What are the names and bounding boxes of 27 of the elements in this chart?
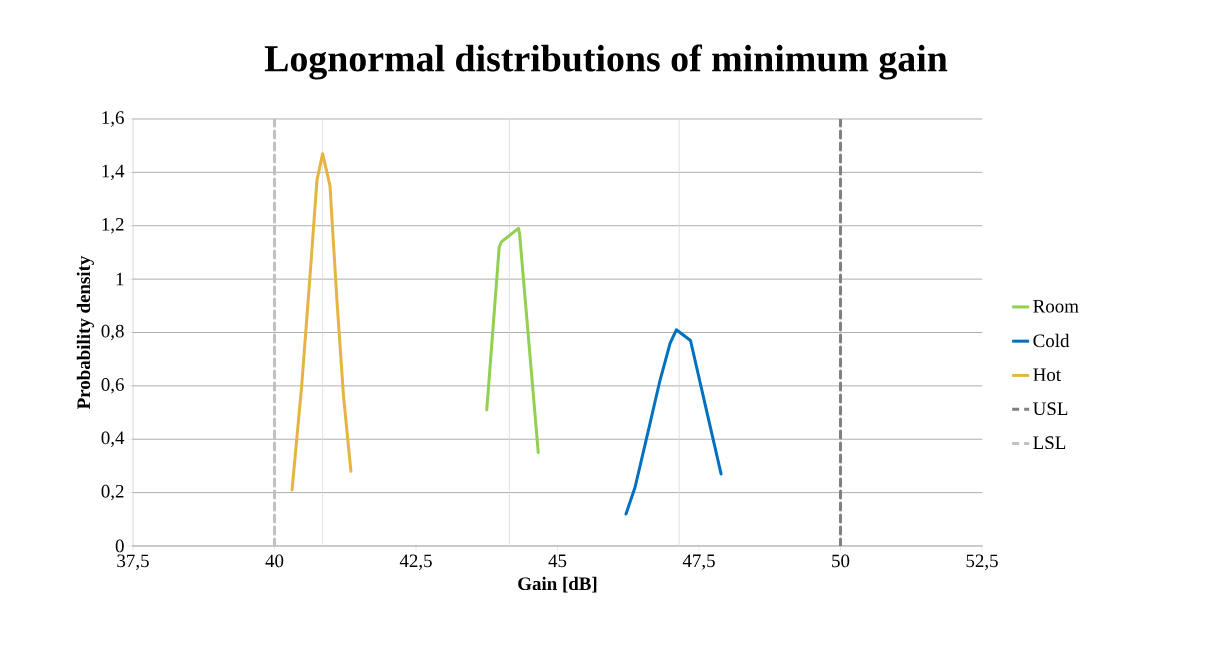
- legend-label: LSL: [1033, 436, 1066, 450]
- line-series: [485, 226, 540, 455]
- legend-label: Hot: [1033, 368, 1061, 382]
- x-tick-label: 52,5: [966, 554, 998, 570]
- x-axis-title: Gain [dB]: [518, 576, 597, 593]
- x-tick-label: 50: [832, 554, 850, 568]
- x-tick-label: 40: [265, 554, 284, 568]
- x-tick-label: 47,5: [682, 554, 715, 570]
- legend-label: Cold: [1033, 333, 1070, 348]
- line-series: [624, 328, 723, 516]
- line-series: [290, 152, 353, 492]
- y-tick-label: 0,2: [101, 484, 124, 501]
- x-tick-label: 42,5: [399, 554, 432, 570]
- chart-title: Lognormal distributions of minimum gain: [264, 44, 948, 80]
- y-tick-label: 0,4: [101, 431, 125, 447]
- y-tick-label: 1,2: [102, 218, 124, 234]
- y-tick-label: 1,4: [102, 164, 125, 181]
- legend-label: USL: [1033, 402, 1068, 416]
- x-tick-label: 45: [548, 554, 567, 568]
- y-tick-label: 0,6: [101, 378, 124, 394]
- y-tick-label: 1,6: [102, 111, 124, 127]
- x-tick-label: 37,5: [117, 554, 149, 570]
- y-axis-title: Probability density: [76, 255, 94, 410]
- legend-label: Room: [1033, 299, 1079, 313]
- y-tick-label: 0,8: [101, 324, 124, 341]
- y-tick-label: 0: [115, 539, 124, 553]
- y-tick-label: 1: [116, 272, 124, 286]
